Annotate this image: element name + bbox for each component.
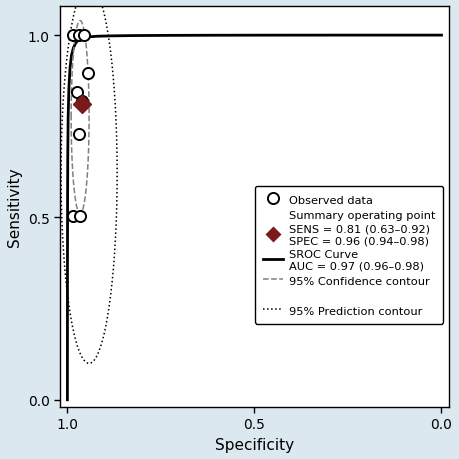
Legend: Observed data, Summary operating point, SENS = 0.81 (0.63–0.92)
SPEC = 0.96 (0.9: Observed data, Summary operating point, … [254,186,442,324]
Y-axis label: Sensitivity: Sensitivity [7,168,22,247]
X-axis label: Specificity: Specificity [214,437,293,452]
